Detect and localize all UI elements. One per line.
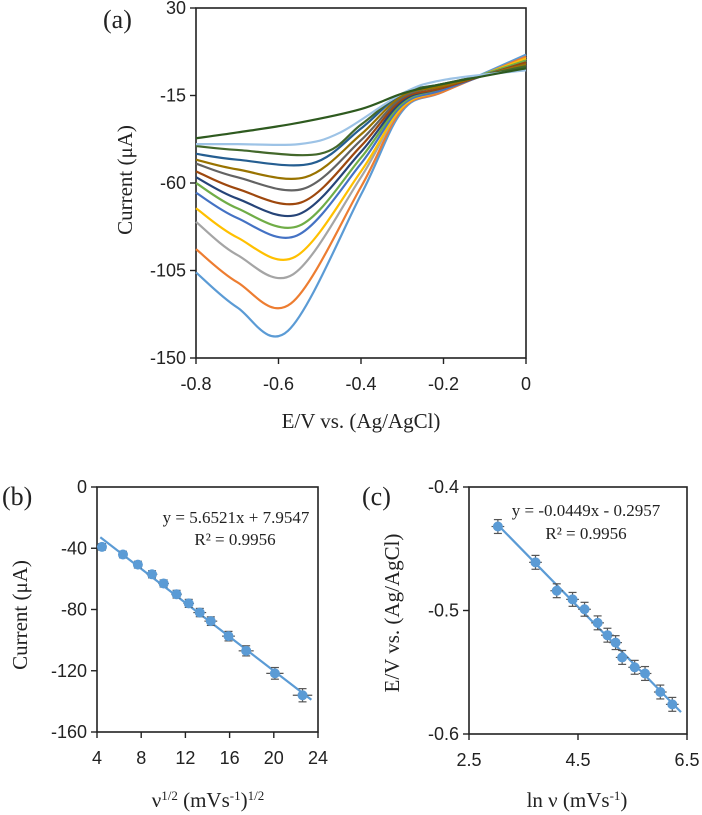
- cv-curve-13: [196, 69, 527, 147]
- panel-c-r-squared: R² = 0.9956: [545, 524, 626, 543]
- cv-curve-14: [195, 67, 527, 140]
- cv-curve-2: [195, 55, 527, 310]
- x-tick-label: 12: [175, 748, 195, 768]
- data-point: [602, 630, 613, 641]
- x-axis-label-text: ): [620, 788, 627, 812]
- data-point: [171, 589, 182, 600]
- panel-b-label: (b): [2, 482, 32, 511]
- panel-c-equation: y = -0.0449x - 0.2957: [512, 501, 661, 520]
- cv-curve-1: [195, 53, 527, 338]
- data-point: [617, 652, 628, 663]
- panel-c: (c) E/V vs. (Ag/AgCl) ln ν (mVs-1) y = -…: [362, 477, 700, 812]
- panel-a-x-axis-label: E/V vs. (Ag/AgCl): [282, 409, 441, 433]
- x-axis-label-text: ): [241, 788, 248, 812]
- panel-a-plot-area: -0.8 -0.6 -0.4 -0.2 0 30 -15 -60 -105 -150: [150, 0, 531, 394]
- x-axis-label-superscript: -1: [230, 788, 241, 803]
- x-tick-label: 8: [136, 748, 146, 768]
- cv-curve-5: [195, 59, 527, 239]
- x-tick-label: -0.8: [180, 374, 211, 394]
- y-tick-label: -150: [150, 348, 186, 368]
- panel-b-plot-area: 4 8 12 16 20 24 0 -40 -80 -120 -160: [51, 477, 328, 768]
- trendline: [99, 536, 313, 701]
- panel-b-y-axis-label: Current (μA): [8, 560, 32, 670]
- x-axis-label-superscript: 1/2: [248, 788, 265, 803]
- x-tick-label: 24: [308, 748, 328, 768]
- data-point: [530, 557, 541, 568]
- panel-b-x-axis-label: ν1/2 (mVs-1)1/2: [152, 788, 265, 813]
- cv-curve-8: [195, 61, 527, 206]
- data-point: [667, 699, 678, 710]
- y-tick-label: -0.4: [428, 477, 459, 497]
- data-point: [223, 631, 234, 642]
- plot-frame: [195, 7, 527, 359]
- data-point: [183, 598, 194, 609]
- x-axis-label-text: ln ν (mVs: [527, 788, 610, 812]
- data-point: [567, 594, 578, 605]
- panel-b: (b) Current (μA) ν1/2 (mVs-1)1/2 y = 5.6…: [2, 477, 328, 812]
- y-tick-label: -60: [160, 173, 186, 193]
- data-point: [640, 668, 651, 679]
- cv-curve-3: [195, 57, 527, 280]
- panel-b-r-squared: R² = 0.9956: [194, 530, 275, 549]
- data-point: [610, 637, 621, 648]
- data-point: [269, 668, 280, 679]
- data-point: [158, 578, 169, 589]
- y-tick-label: -160: [51, 722, 87, 742]
- x-tick-label: -0.4: [345, 374, 376, 394]
- data-point: [629, 662, 640, 673]
- x-axis-label-text: (mVs: [178, 788, 230, 812]
- y-tick-label: -0.6: [428, 724, 459, 744]
- cv-curve-10: [195, 63, 527, 180]
- panel-b-equation: y = 5.6521x + 7.9547: [163, 508, 310, 527]
- data-point: [592, 617, 603, 628]
- y-tick-label: -80: [61, 600, 87, 620]
- x-tick-label: -0.6: [263, 374, 294, 394]
- x-axis-label-text: ν: [152, 788, 162, 812]
- x-tick-label: 2.5: [456, 750, 481, 770]
- data-point: [147, 569, 158, 580]
- y-tick-label: -120: [51, 661, 87, 681]
- y-tick-label: 30: [166, 0, 186, 18]
- x-tick-label: 0: [521, 374, 531, 394]
- y-tick-label: 0: [77, 477, 87, 497]
- data-point: [492, 521, 503, 532]
- data-point: [205, 616, 216, 627]
- y-tick-label: -15: [160, 86, 186, 106]
- panel-c-y-axis-label: E/V vs. (Ag/AgCl): [380, 534, 404, 693]
- x-tick-label: 6.5: [674, 750, 699, 770]
- data-point: [297, 690, 308, 701]
- x-tick-label: 20: [264, 748, 284, 768]
- y-tick-label: -40: [61, 538, 87, 558]
- data-point: [551, 585, 562, 596]
- data-point: [194, 607, 205, 618]
- data-point: [655, 687, 666, 698]
- data-point: [241, 645, 252, 656]
- data-point: [96, 541, 107, 552]
- panel-c-plot-area: 2.5 4.5 6.5 -0.4 -0.5 -0.6: [428, 477, 700, 770]
- panel-c-x-axis-label: ln ν (mVs-1): [527, 788, 628, 813]
- y-tick-label: -0.5: [428, 601, 459, 621]
- x-axis-label-superscript: 1/2: [161, 788, 178, 803]
- trendline: [495, 522, 682, 713]
- panel-a: (a) Current (μA) E/V vs. (Ag/AgCl) -0.8-…: [103, 0, 531, 433]
- x-tick-label: 16: [220, 748, 240, 768]
- y-tick-label: -105: [150, 261, 186, 281]
- data-point: [117, 549, 128, 560]
- x-tick-label: 4: [92, 748, 102, 768]
- cv-curve-12: [195, 65, 527, 157]
- x-tick-label: 4.5: [565, 750, 590, 770]
- panel-a-label: (a): [103, 5, 132, 34]
- data-point: [132, 559, 143, 570]
- panel-c-label: (c): [362, 482, 391, 511]
- x-tick-label: -0.2: [428, 374, 459, 394]
- data-point: [579, 604, 590, 615]
- panel-a-y-axis-label: Current (μA): [113, 125, 137, 235]
- x-axis-label-superscript: -1: [610, 788, 621, 803]
